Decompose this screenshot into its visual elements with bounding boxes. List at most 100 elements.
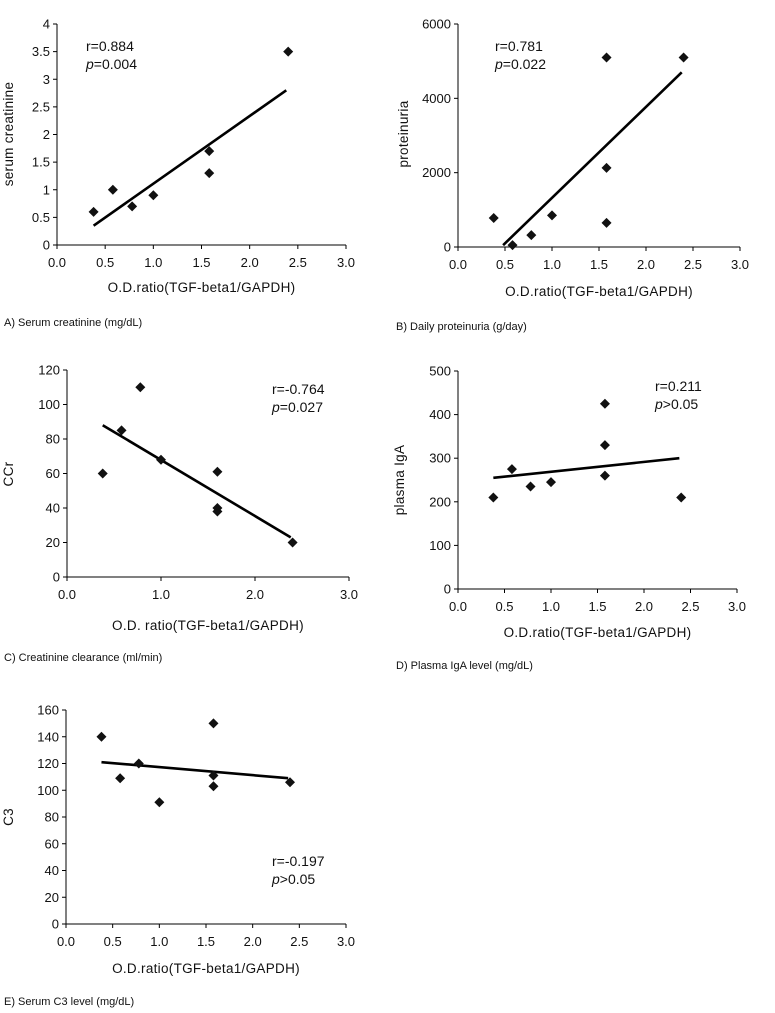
y-tick-label: 2000 <box>422 165 451 180</box>
regression-line <box>493 456 680 480</box>
data-point <box>285 777 295 788</box>
x-tick-label: 0.0 <box>57 934 75 949</box>
panel-caption: B) Daily proteinuria (g/day) <box>396 321 527 333</box>
stat-p-value: =0.004 <box>94 56 137 72</box>
x-tick-label: 2.5 <box>289 255 307 270</box>
stat-p: p>0.05 <box>271 871 315 887</box>
panel-e: 0 20 40 60 80 100 120 140 160 0.0 0.5 1.0 1.5 2.0 2.5 3… <box>1 703 355 1009</box>
stat-r: r=0.781 <box>495 38 543 54</box>
regression-line <box>101 760 289 780</box>
y-axis-title: serum creatinine <box>1 82 16 187</box>
y-tick-label: 40 <box>45 863 59 878</box>
data-point <box>135 382 146 393</box>
data-point <box>154 797 165 808</box>
y-tick-label: 100 <box>429 538 451 553</box>
data-point <box>547 210 557 221</box>
data-point <box>525 481 536 492</box>
y-tick-label: 500 <box>429 364 451 379</box>
data-point <box>127 201 138 212</box>
stat-r: r=0.884 <box>86 38 134 54</box>
y-tick-label: 1.5 <box>32 155 50 170</box>
y-tick-label: 120 <box>37 756 59 771</box>
stat-p: p>0.05 <box>654 396 698 412</box>
data-point <box>287 537 298 548</box>
x-tick-label: 0.0 <box>449 257 467 272</box>
data-point <box>488 492 499 503</box>
x-tick-label: 0.5 <box>495 599 513 614</box>
x-tick-label: 1.0 <box>150 934 168 949</box>
x-axis-title: O.D.ratio(TGF-beta1/GAPDH) <box>108 280 296 295</box>
data-point <box>156 454 166 465</box>
data-point <box>488 213 499 224</box>
x-tick-label: 0.5 <box>96 255 114 270</box>
data-point <box>208 781 219 792</box>
y-tick-label: 100 <box>38 397 60 412</box>
y-tick-label: 3 <box>43 72 50 87</box>
data-point <box>599 398 610 409</box>
data-point <box>283 46 294 57</box>
x-tick-label: 2.5 <box>681 599 699 614</box>
x-tick-label: 0.0 <box>48 255 66 270</box>
data-point <box>204 168 215 179</box>
x-tick-label: 2.0 <box>241 255 259 270</box>
data-point <box>96 731 107 742</box>
y-tick-label: 60 <box>45 836 59 851</box>
data-point <box>107 184 118 195</box>
y-tick-label: 120 <box>38 363 60 378</box>
stat-p-symbol: p <box>85 56 94 72</box>
data-point <box>601 217 612 228</box>
x-tick-label: 0.0 <box>449 599 467 614</box>
x-tick-label: 1.0 <box>543 257 561 272</box>
y-tick-label: 3.5 <box>32 44 50 59</box>
y-tick-label: 60 <box>46 466 60 481</box>
x-tick-label: 2.0 <box>246 587 264 602</box>
stat-p-value: =0.027 <box>280 399 323 415</box>
stat-r: r=-0.764 <box>272 381 325 397</box>
stat-p-symbol: p <box>271 871 280 887</box>
x-tick-label: 1.5 <box>197 934 215 949</box>
data-point <box>116 425 127 436</box>
y-tick-label: 0 <box>444 240 451 255</box>
y-tick-label: 0 <box>444 582 451 597</box>
x-tick-label: 2.0 <box>244 934 262 949</box>
data-point <box>601 162 612 173</box>
data-point <box>148 190 159 201</box>
x-axis-title: O.D.ratio(TGF-beta1/GAPDH) <box>112 961 300 976</box>
panel-caption: A) Serum creatinine (mg/dL) <box>4 317 142 329</box>
data-point <box>601 52 612 63</box>
x-tick-label: 0.5 <box>496 257 514 272</box>
x-axis-title: O.D.ratio(TGF-beta1/GAPDH) <box>504 625 692 640</box>
x-tick-label: 2.0 <box>635 599 653 614</box>
y-axis-title: CCr <box>1 461 16 486</box>
data-point <box>97 468 108 479</box>
x-tick-label: 1.5 <box>192 255 210 270</box>
data-point <box>208 770 219 781</box>
panel-a: 0 0.5 1 1.5 2 2.5 3 3.5 4 0.0 0.5 1.0 1.5 2.0 2.5 3.0 O.… <box>1 17 355 330</box>
y-tick-label: 100 <box>37 783 59 798</box>
y-tick-label: 2.5 <box>32 99 50 114</box>
y-tick-label: 0 <box>52 917 59 932</box>
y-tick-label: 160 <box>37 703 59 718</box>
stat-p-value: >0.05 <box>663 396 699 412</box>
y-axis-title: C3 <box>1 808 16 826</box>
y-tick-label: 40 <box>46 501 60 516</box>
stat-r: r=-0.197 <box>272 853 325 869</box>
y-tick-label: 4 <box>43 17 50 32</box>
panel-c: 0 20 40 60 80 100 120 0.0 1.0 2.0 3.0 O.D. ratio(TG… <box>1 363 358 665</box>
panel-d: 0 100 200 300 400 500 0.0 0.5 1.0 1.5 2.0 2.5 3.0 O.D… <box>392 364 746 673</box>
data-point <box>599 470 610 481</box>
y-tick-label: 0 <box>43 238 50 253</box>
y-tick-label: 6000 <box>422 17 451 32</box>
data-point <box>599 440 610 451</box>
x-tick-label: 3.0 <box>340 587 358 602</box>
stat-p-symbol: p <box>654 396 663 412</box>
x-tick-label: 3.0 <box>337 255 355 270</box>
y-tick-label: 80 <box>45 810 59 825</box>
panel-b: 0 2000 4000 6000 0.0 0.5 1.0 1.5 2.0 2.5 3.0 O.D.ra… <box>396 17 749 334</box>
data-point <box>507 240 518 251</box>
data-point <box>204 146 215 157</box>
stat-p-value: =0.022 <box>503 56 546 72</box>
data-point <box>506 464 517 475</box>
stat-p: p=0.027 <box>271 399 323 415</box>
